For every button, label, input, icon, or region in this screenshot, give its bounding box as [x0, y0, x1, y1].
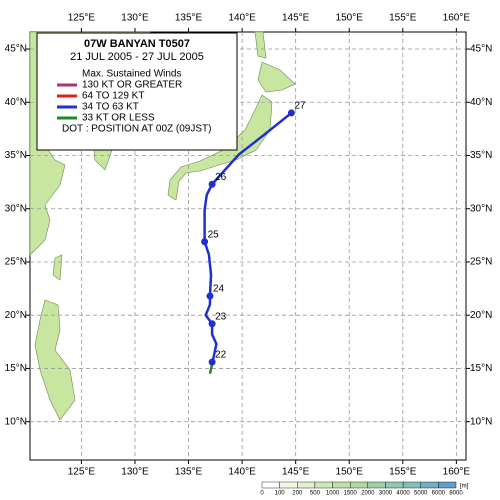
x-tick-label: 140°E: [228, 467, 256, 478]
legend-title: Max. Sustained Winds: [82, 69, 182, 80]
position-label: 25: [208, 229, 220, 240]
y-tick-label: 30°N: [470, 203, 492, 214]
x-tick-label: 130°E: [121, 13, 149, 24]
legend-label: 33 KT OR LESS: [82, 113, 155, 124]
hokkaido: [257, 61, 296, 93]
y-tick-label: 10°N: [5, 416, 27, 427]
title: 07W BANYAN T0507: [84, 38, 190, 50]
position-dot: [208, 358, 216, 366]
colorbar-bin: [385, 481, 404, 489]
y-tick-label: 45°N: [5, 44, 27, 55]
x-tick-label: 145°E: [282, 13, 310, 24]
y-tick-label: 15°N: [5, 363, 27, 374]
position-label: 24: [213, 284, 225, 295]
position-dot: [208, 180, 216, 188]
colorbar-label: 1500: [344, 491, 358, 497]
x-tick-label: 155°E: [389, 467, 417, 478]
position-dot: [208, 320, 216, 328]
philippines: [34, 299, 76, 421]
x-tick-label: 140°E: [228, 13, 256, 24]
x-tick-label: 160°E: [443, 467, 471, 478]
colorbar-label: 6000: [432, 491, 446, 497]
y-tick-label: 20°N: [470, 310, 492, 321]
x-tick-label: 160°E: [443, 13, 471, 24]
y-tick-label: 40°N: [470, 97, 492, 108]
position-dot: [201, 238, 209, 246]
x-tick-label: 155°E: [389, 13, 417, 24]
track: 22 23 24 25 26 27: [201, 101, 306, 375]
colorbar-label: 500: [310, 491, 321, 497]
x-tick-label: 125°E: [68, 13, 96, 24]
colorbar-label: 1000: [326, 491, 340, 497]
y-tick-label: 40°N: [5, 97, 27, 108]
colorbar-unit: [m]: [460, 484, 469, 490]
colorbar-bin: [349, 481, 369, 489]
y-tick-label: 35°N: [5, 150, 27, 161]
colorbar-label: 3000: [379, 491, 393, 497]
colorbar-bin: [402, 481, 421, 489]
legend-label: 130 KT OR GREATER: [82, 80, 182, 91]
colorbar-label: 4000: [396, 491, 410, 497]
y-tick-label: 25°N: [5, 257, 27, 268]
position-dot: [206, 292, 214, 300]
sakhalin: [254, 31, 267, 59]
y-tick-label: 45°N: [470, 44, 492, 55]
x-tick-label: 130°E: [121, 467, 149, 478]
colorbar: 0 100 200 500 1000 1500 2000 3000 4000 5000 6000 80…: [260, 481, 469, 497]
colorbar-bin: [438, 481, 457, 489]
legend: 07W BANYAN T0507 21 JUL 2005 - 27 JUL 20…: [36, 32, 238, 151]
colorbar-label: 5000: [414, 491, 428, 497]
colorbar-label: 100: [275, 491, 286, 497]
x-tick-label: 125°E: [68, 467, 96, 478]
colorbar-bin: [261, 481, 280, 489]
x-tick-label: 150°E: [336, 13, 364, 24]
position-label: 27: [294, 101, 306, 112]
position-label: 26: [215, 172, 227, 183]
x-tick-label: 135°E: [175, 467, 203, 478]
y-tick-label: 15°N: [470, 363, 492, 374]
colorbar-label: 200: [292, 491, 303, 497]
colorbar-bin: [297, 481, 316, 489]
legend-note: DOT : POSITION AT 00Z (09JST): [62, 124, 211, 135]
taiwan: [52, 254, 63, 281]
colorbar-bin: [332, 481, 351, 489]
colorbar-bin: [367, 481, 386, 489]
track-line: [208, 363, 214, 375]
legend-label: 34 TO 63 KT: [82, 102, 139, 113]
position-label: 22: [215, 350, 227, 361]
y-tick-label: 25°N: [470, 257, 492, 268]
legend-label: 64 TO 129 KT: [82, 91, 144, 102]
y-tick-label: 30°N: [5, 203, 27, 214]
x-tick-label: 145°E: [282, 467, 310, 478]
colorbar-bin: [314, 481, 333, 489]
track-line: [203, 111, 293, 365]
colorbar-bin: [420, 481, 439, 489]
subtitle: 21 JUL 2005 - 27 JUL 2005: [70, 51, 204, 63]
colorbar-label: 2000: [361, 491, 375, 497]
colorbar-label: 0: [260, 491, 264, 497]
y-tick-label: 35°N: [470, 150, 492, 161]
x-tick-label: 135°E: [175, 13, 203, 24]
position-dot: [287, 109, 295, 117]
position-label: 23: [215, 311, 227, 322]
x-tick-label: 150°E: [336, 467, 364, 478]
y-tick-label: 10°N: [470, 416, 492, 427]
y-tick-label: 20°N: [5, 310, 27, 321]
colorbar-bin: [279, 481, 298, 489]
colorbar-label: 8000: [449, 491, 463, 497]
legend-box: [36, 32, 238, 151]
